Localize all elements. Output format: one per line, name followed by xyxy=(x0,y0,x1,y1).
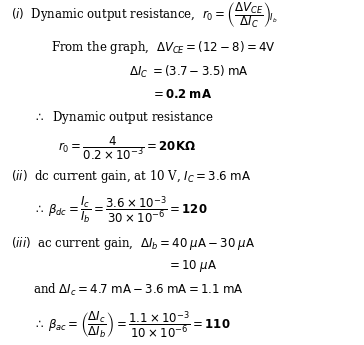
Text: $= \mathbf{0.2\;mA}$: $= \mathbf{0.2\;mA}$ xyxy=(151,88,212,101)
Text: $(iii)$  ac current gain,  $\Delta I_b = 40\;\mu\mathrm{A} - 30\;\mu\mathrm{A}$: $(iii)$ ac current gain, $\Delta I_b = 4… xyxy=(11,235,255,252)
Text: $\Delta I_C\; = (3.7 - 3.5)\;\mathrm{mA}$: $\Delta I_C\; = (3.7 - 3.5)\;\mathrm{mA}… xyxy=(129,64,249,80)
Text: and $\Delta I_c = 4.7\;\mathrm{mA} - 3.6\;\mathrm{mA} = 1.1\;\mathrm{mA}$: and $\Delta I_c = 4.7\;\mathrm{mA} - 3.6… xyxy=(33,282,243,298)
Text: $\therefore\;\beta_{ac} = \left(\dfrac{\Delta I_c}{\Delta I_b}\right) = \dfrac{1: $\therefore\;\beta_{ac} = \left(\dfrac{\… xyxy=(33,309,230,341)
Text: $= 10\;\mu\mathrm{A}$: $= 10\;\mu\mathrm{A}$ xyxy=(167,258,217,274)
Text: $\therefore\;\beta_{dc} = \dfrac{I_c}{I_b} = \dfrac{3.6 \times 10^{-3}}{30 \time: $\therefore\;\beta_{dc} = \dfrac{I_c}{I_… xyxy=(33,194,207,226)
Text: $(ii)$  dc current gain, at 10 V, $I_C = 3.6\;\mathrm{mA}$: $(ii)$ dc current gain, at 10 V, $I_C = … xyxy=(11,168,251,185)
Text: $\therefore$  Dynamic output resistance: $\therefore$ Dynamic output resistance xyxy=(33,109,214,126)
Text: $(i)$  Dynamic output resistance,  $r_0 = \left(\dfrac{\Delta V_{CE}}{\Delta I_C: $(i)$ Dynamic output resistance, $r_0 = … xyxy=(11,1,277,30)
Text: $r_0 = \dfrac{4}{0.2 \times 10^{-3}} = \mathbf{20K\Omega}$: $r_0 = \dfrac{4}{0.2 \times 10^{-3}} = \… xyxy=(58,134,196,161)
Text: From the graph,  $\Delta V_{CE} = (12 - 8) = 4\mathrm{V}$: From the graph, $\Delta V_{CE} = (12 - 8… xyxy=(51,39,276,56)
